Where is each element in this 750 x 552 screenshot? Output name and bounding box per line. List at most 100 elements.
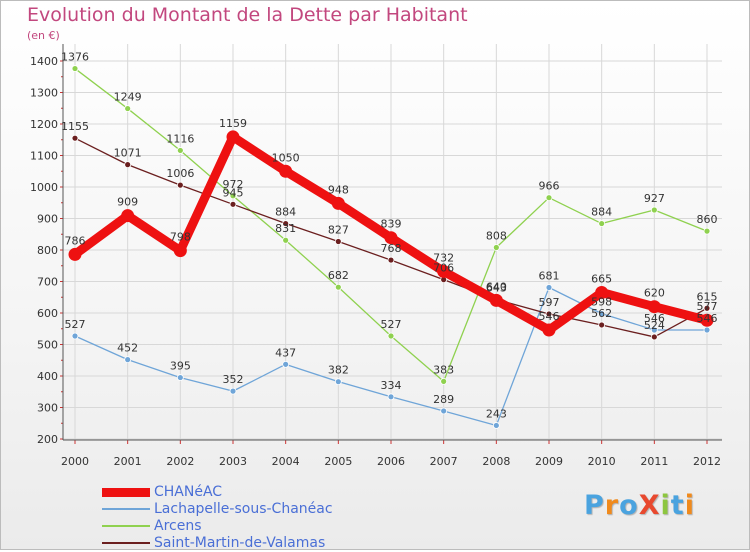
- data-label: 289: [433, 393, 454, 406]
- legend-swatch: [102, 508, 150, 510]
- data-point: [492, 244, 500, 251]
- y-tick-labels: 200 300 400 500 600 700 800 900 1000 1100 1200 1300…: [30, 55, 58, 446]
- series-0: [68, 130, 714, 337]
- data-label: 1006: [166, 167, 194, 180]
- data-label: 546: [644, 312, 665, 325]
- data-point: [282, 360, 290, 368]
- x-tick-label: 2011: [640, 455, 668, 468]
- data-point: [331, 196, 345, 210]
- y-tick-label: 1400: [30, 55, 58, 68]
- data-label: 827: [328, 223, 349, 236]
- x-tick-label: 2010: [588, 455, 616, 468]
- chart-title: Evolution du Montant de la Dette par Hab…: [27, 4, 468, 26]
- data-point: [489, 293, 503, 307]
- data-label: 927: [644, 192, 665, 205]
- x-tick-label: 2003: [219, 455, 247, 468]
- legend-swatch: [102, 487, 150, 497]
- data-point: [71, 65, 79, 72]
- data-point: [176, 147, 184, 154]
- data-label: 808: [486, 229, 507, 242]
- legend-label: Saint-Martin-de-Valamas: [154, 535, 326, 551]
- data-label: 334: [381, 379, 402, 392]
- data-point: [279, 164, 293, 178]
- data-point: [595, 286, 609, 300]
- data-labels: 786 909 798 1159 1050 948 839 732 640 546 665 620 57…: [61, 51, 718, 421]
- data-label: 732: [433, 251, 454, 264]
- data-point: [387, 332, 395, 340]
- y-tick-label: 400: [37, 370, 58, 383]
- data-point: [440, 407, 448, 415]
- legend-label: CHANéAC: [154, 484, 223, 500]
- legend-label: Arcens: [154, 518, 202, 534]
- y-tick-label: 800: [37, 244, 58, 257]
- data-point: [124, 356, 132, 364]
- data-point: [650, 326, 658, 334]
- data-label: 839: [381, 218, 402, 231]
- y-tick-label: 600: [37, 307, 58, 320]
- data-label: 1159: [219, 117, 247, 130]
- data-label: 768: [381, 242, 402, 255]
- y-tick-label: 200: [37, 433, 58, 446]
- data-point: [542, 323, 556, 337]
- line-chart: 200 300 400 500 600 700 800 900 1000 1100 1200 1300…: [30, 44, 722, 468]
- x-tick-label: 2002: [166, 455, 194, 468]
- data-point: [700, 313, 714, 327]
- data-label: 1071: [114, 147, 142, 160]
- data-label: 562: [591, 307, 612, 320]
- data-label: 640: [486, 280, 507, 293]
- data-label: 524: [644, 319, 665, 332]
- data-point: [68, 247, 82, 261]
- data-point: [703, 304, 711, 312]
- data-point: [124, 105, 132, 112]
- data-label: 681: [539, 269, 560, 282]
- data-label: 884: [591, 206, 612, 219]
- data-label: 352: [223, 373, 244, 386]
- data-point: [387, 393, 395, 401]
- x-tick-label: 2012: [693, 455, 721, 468]
- data-label: 948: [328, 183, 349, 196]
- data-label: 682: [328, 269, 349, 282]
- y-tick-label: 1000: [30, 181, 58, 194]
- data-label: 395: [170, 360, 191, 373]
- data-label: 972: [223, 178, 244, 191]
- data-label: 598: [591, 296, 612, 309]
- y-tick-label: 300: [37, 402, 58, 415]
- series-layer: [68, 65, 714, 429]
- data-point: [703, 227, 711, 235]
- x-tick-labels: 2000 2001 2002 2003 2004 2005 2006 2007 2008 2009…: [61, 455, 721, 468]
- data-label: 577: [697, 300, 718, 313]
- data-point: [437, 264, 451, 278]
- data-label: 798: [170, 231, 191, 244]
- data-label: 527: [381, 318, 402, 331]
- series-3: [71, 134, 711, 341]
- data-point: [545, 310, 553, 318]
- data-label: 1249: [114, 91, 142, 104]
- proxiti-logo: ProXiti: [584, 490, 695, 521]
- data-label: 1155: [61, 120, 89, 133]
- data-point: [703, 326, 711, 334]
- data-point: [282, 236, 290, 244]
- data-label: 706: [433, 262, 454, 275]
- data-point: [229, 387, 237, 395]
- legend-label: Lachapelle-sous-Chanéac: [154, 501, 333, 517]
- y-tick-label: 1300: [30, 87, 58, 100]
- data-label: 945: [223, 186, 244, 199]
- data-point: [173, 244, 187, 258]
- data-point: [124, 161, 132, 169]
- data-label: 620: [644, 287, 665, 300]
- y-tick-label: 1100: [30, 150, 58, 163]
- data-label: 1050: [272, 151, 300, 164]
- data-point: [387, 256, 395, 264]
- data-label: 615: [697, 290, 718, 303]
- y-unit-label: (en €): [27, 29, 60, 42]
- y-tick-label: 900: [37, 213, 58, 226]
- data-point: [545, 194, 553, 202]
- data-label: 966: [539, 180, 560, 193]
- data-point: [650, 333, 658, 341]
- data-point: [71, 332, 79, 340]
- data-point: [440, 377, 448, 385]
- data-point: [545, 284, 553, 291]
- data-point: [650, 206, 658, 214]
- data-label: 1116: [166, 132, 194, 145]
